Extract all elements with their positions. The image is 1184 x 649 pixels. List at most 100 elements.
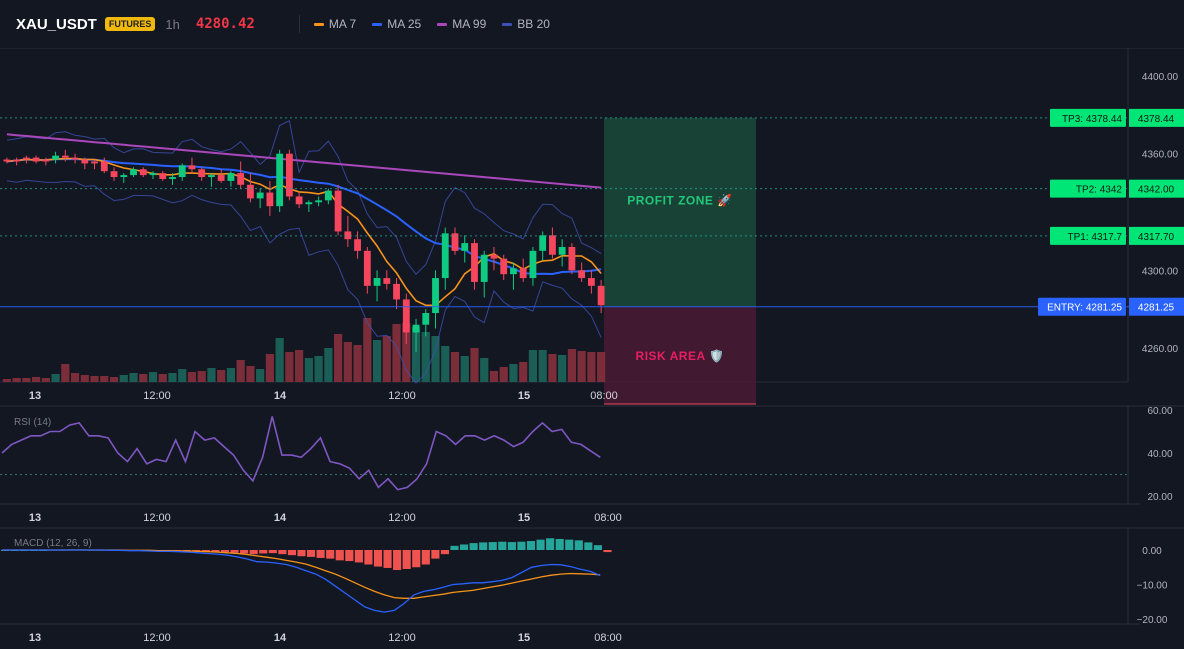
- macd-histogram-bar: [555, 538, 564, 550]
- legend-ma99[interactable]: MA 99: [437, 17, 486, 31]
- candle-body: [383, 278, 391, 284]
- tp2-axis-bg: [1129, 179, 1184, 198]
- price-tick: 4260.00: [1142, 344, 1179, 355]
- candle-body: [120, 175, 128, 178]
- volume-bar: [324, 348, 333, 382]
- rsi-time-axis-label: 12:00: [388, 512, 416, 524]
- candle-body: [471, 243, 478, 282]
- volume-bar: [519, 362, 528, 382]
- indicator-legend: MA 7 MA 25 MA 99 BB 20: [313, 17, 566, 31]
- macd-time-axis-label: 12:00: [388, 632, 416, 644]
- volume-bar: [80, 375, 89, 382]
- macd-histogram-bar: [192, 550, 201, 552]
- risk-zone: [604, 306, 756, 404]
- candle-body: [422, 313, 430, 325]
- volume-bar: [207, 368, 216, 382]
- macd-time-axis-label: 15: [518, 632, 530, 644]
- candle-body: [480, 254, 488, 282]
- macd-histogram-bar: [364, 550, 373, 565]
- volume-bar: [158, 374, 167, 382]
- main-time-axis-label: 12:00: [388, 390, 416, 402]
- legend-ma7[interactable]: MA 7: [313, 17, 356, 31]
- macd-histogram-bar: [479, 542, 488, 550]
- macd-histogram-bar: [536, 539, 545, 550]
- main-time-axis-label: 08:00: [590, 390, 618, 402]
- volume-bar: [148, 372, 158, 382]
- volume-bar: [275, 338, 284, 382]
- timeframe-label[interactable]: 1h: [165, 16, 180, 32]
- candle-body: [285, 153, 293, 197]
- candle-body: [432, 278, 439, 314]
- candle-body: [539, 235, 547, 251]
- candle-body: [373, 278, 381, 286]
- volume-bar: [100, 376, 109, 382]
- candle-body: [305, 202, 313, 205]
- volume-bar: [558, 355, 567, 382]
- main-time-axis-label: 13: [29, 390, 41, 402]
- volume-bar: [431, 336, 440, 382]
- macd-histogram-bar: [211, 550, 220, 552]
- ma25-line: [6, 157, 602, 276]
- volume-bar: [411, 327, 421, 382]
- macd-histogram-bar: [345, 550, 354, 562]
- candle-body: [110, 171, 118, 178]
- macd-title: MACD (12, 26, 9): [14, 538, 92, 549]
- main-time-axis-label: 14: [274, 390, 287, 402]
- volume-bar: [538, 350, 547, 382]
- rsi-time-axis-label: 14: [274, 512, 287, 524]
- last-price: 4280.42: [195, 16, 255, 32]
- candle-body: [519, 268, 527, 279]
- entry-label-bg: [1038, 297, 1126, 316]
- macd-histogram-bar: [603, 550, 612, 553]
- macd-histogram-bar: [297, 550, 306, 557]
- candle-body: [266, 192, 274, 207]
- macd-histogram-bar: [593, 545, 603, 550]
- legend-ma25-label: MA 25: [387, 17, 422, 31]
- volume-bar: [119, 375, 128, 382]
- candle-body: [402, 299, 410, 333]
- ma99-line: [6, 133, 602, 189]
- candle-body: [276, 153, 284, 207]
- volume-bar: [217, 370, 226, 382]
- macd-histogram-bar: [507, 542, 516, 550]
- profit-zone: [604, 117, 756, 307]
- risk-area-label: RISK AREA 🛡️: [636, 349, 725, 363]
- volume-bar: [168, 373, 177, 382]
- macd-histogram-bar: [421, 550, 430, 565]
- macd-histogram-bar: [201, 550, 210, 552]
- symbol-name[interactable]: XAU_USDT: [16, 15, 97, 33]
- legend-bb20[interactable]: BB 20: [502, 17, 550, 31]
- candle-body: [3, 159, 11, 162]
- macd-histogram-bar: [565, 539, 574, 550]
- macd-histogram-bar: [249, 550, 258, 555]
- volume-bar: [265, 354, 274, 382]
- macd-histogram-bar: [220, 550, 230, 553]
- candle-body: [149, 173, 157, 176]
- macd-time-axis-label: 12:00: [143, 632, 171, 644]
- bb-upper-line: [6, 119, 602, 275]
- volume-bar: [236, 360, 245, 382]
- profit-zone-label: PROFIT ZONE 🚀: [627, 193, 732, 207]
- tp3-axis-bg: [1129, 108, 1184, 127]
- candle-body: [549, 235, 556, 255]
- macd-histogram-bar: [546, 538, 555, 550]
- macd-histogram-bar: [307, 550, 316, 557]
- volume-bar: [187, 372, 197, 382]
- legend-ma25[interactable]: MA 25: [372, 17, 421, 31]
- main-time-axis-label: 15: [518, 390, 530, 402]
- candle-body: [237, 173, 245, 185]
- volume-bar: [61, 364, 70, 382]
- volume-bar: [372, 340, 382, 382]
- candle-body: [178, 165, 186, 178]
- volume-bar: [499, 367, 508, 382]
- macd-histogram-bar: [574, 540, 583, 550]
- volume-bar: [90, 376, 99, 382]
- macd-time-axis-label: 14: [274, 632, 287, 644]
- candle-body: [81, 159, 89, 164]
- volume-bar: [295, 350, 304, 382]
- candle-body: [363, 250, 371, 286]
- macd-line: [2, 549, 601, 613]
- volume-bar: [51, 374, 60, 382]
- macd-histogram-bar: [498, 541, 507, 550]
